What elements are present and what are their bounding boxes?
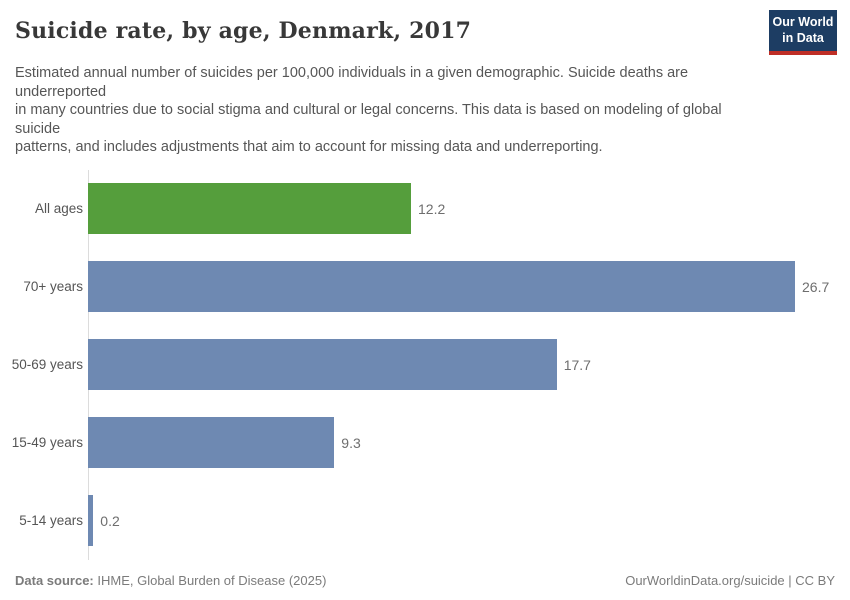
- bar-row: All ages 12.2: [0, 170, 850, 248]
- data-source: Data source: IHME, Global Burden of Dise…: [15, 573, 326, 588]
- bar-area: 17.7: [88, 326, 850, 404]
- bar-area: 12.2: [88, 170, 850, 248]
- bar-row: 50-69 years 17.7: [0, 326, 850, 404]
- subtitle-line: patterns, and includes adjustments that …: [15, 139, 603, 155]
- value-label: 26.7: [802, 278, 830, 295]
- bar-chart: All ages 12.2 70+ years 26.7 50-69 years…: [0, 169, 850, 560]
- category-label: 50-69 years: [11, 357, 83, 372]
- category-label: All ages: [34, 201, 83, 216]
- bar-row: 5-14 years 0.2: [0, 482, 850, 560]
- bar-area: 0.2: [88, 482, 850, 560]
- bar-area: 9.3: [88, 404, 850, 482]
- bar-15-49-years[interactable]: [88, 417, 335, 468]
- owid-logo[interactable]: Our World in Data: [769, 10, 837, 55]
- footer: Data source: IHME, Global Burden of Dise…: [15, 573, 835, 588]
- chart-subtitle: Estimated annual number of suicides per …: [0, 64, 850, 157]
- owid-logo-line1: Our World: [772, 14, 834, 29]
- category-label: 70+ years: [23, 279, 83, 294]
- bar-5-14-years[interactable]: [88, 495, 94, 546]
- owid-url-link[interactable]: OurWorldinData.org/suicide | CC BY: [625, 573, 835, 588]
- bar-70-plus-years[interactable]: [88, 261, 795, 312]
- subtitle-line: suicide: [15, 120, 61, 137]
- bar-row: 70+ years 26.7: [0, 248, 850, 326]
- value-label: 17.7: [563, 356, 591, 373]
- subtitle-line: Estimated annual number of suicides per …: [15, 65, 689, 81]
- chart-title: Suicide rate, by age, Denmark, 2017: [15, 18, 472, 44]
- subtitle-line: underreported: [15, 83, 107, 100]
- bar-row: 15-49 years 9.3: [0, 404, 850, 482]
- subtitle-line: in many countries due to social stigma a…: [15, 102, 722, 118]
- bar-area: 26.7: [88, 248, 850, 326]
- data-source-label: Data source:: [15, 573, 94, 588]
- owid-logo-line2: in Data: [782, 30, 824, 45]
- value-label: 0.2: [100, 512, 120, 529]
- value-label: 12.2: [418, 200, 446, 217]
- bar-50-69-years[interactable]: [88, 339, 557, 390]
- category-label: 5-14 years: [19, 513, 83, 528]
- value-label: 9.3: [341, 434, 361, 451]
- header: Suicide rate, by age, Denmark, 2017 Our …: [0, 0, 850, 55]
- category-label: 15-49 years: [11, 435, 83, 450]
- bar-all-ages[interactable]: [88, 183, 411, 234]
- data-source-text: IHME, Global Burden of Disease (2025): [93, 573, 327, 588]
